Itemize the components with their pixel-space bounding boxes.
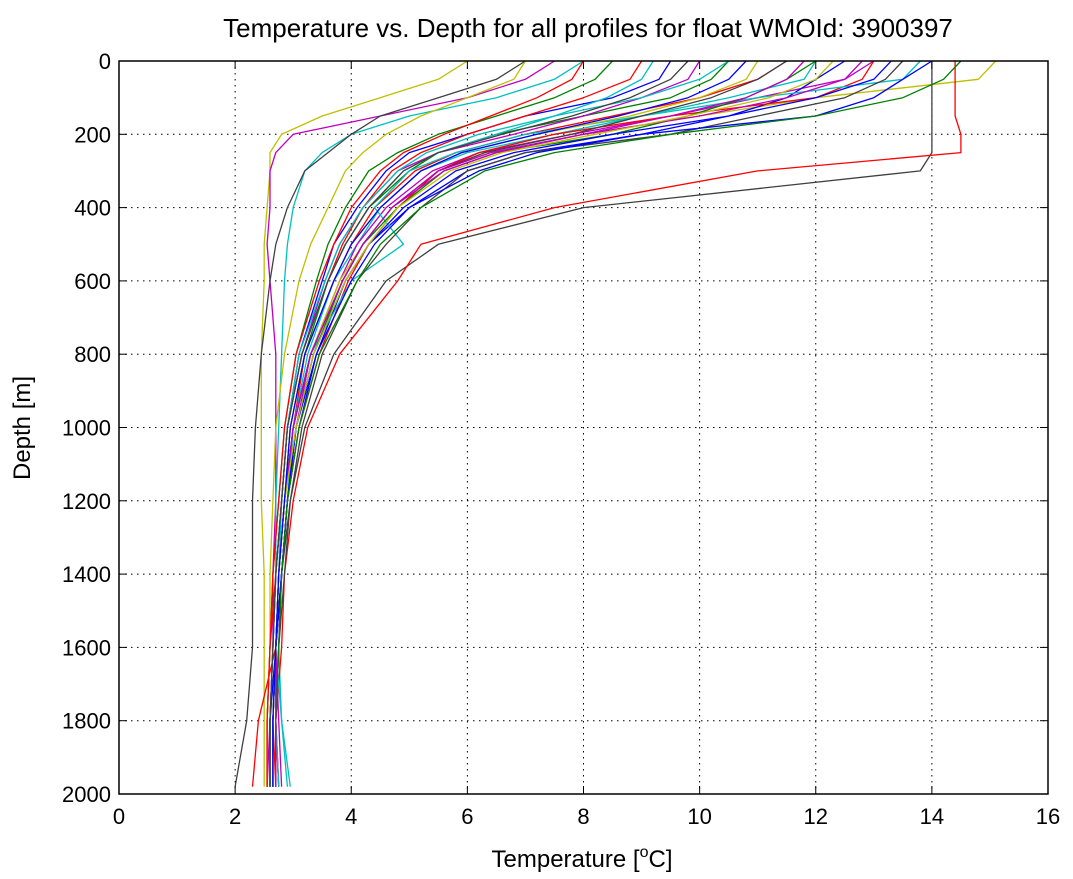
profile-line-9: [260, 60, 468, 787]
profile-line-21: [272, 60, 817, 787]
profile-line-11: [269, 60, 584, 787]
profile-line-34: [272, 60, 747, 787]
profile-line-28: [275, 60, 962, 787]
profile-line-12: [234, 60, 526, 787]
profile-line-16: [275, 60, 921, 787]
y-tick-label: 400: [74, 196, 111, 221]
x-tick-label: 14: [920, 804, 944, 829]
profile-line-3: [272, 60, 788, 787]
profile-line-7: [275, 61, 933, 787]
profile-line-22: [266, 60, 643, 787]
y-tick-label: 1200: [62, 489, 111, 514]
profile-line-5: [275, 60, 875, 787]
grid-lines: [119, 61, 1048, 794]
y-tick-label: 1400: [62, 562, 111, 587]
profile-line-26: [272, 60, 788, 787]
profile-line-6: [269, 60, 997, 787]
profile-line-32: [272, 60, 834, 787]
profile-line-4: [278, 60, 817, 787]
profile-line-18: [275, 60, 759, 787]
profile-line-25: [266, 60, 526, 787]
y-tick-label: 1800: [62, 709, 111, 734]
x-axis-label-pre: Temperature [: [492, 846, 640, 873]
x-tick-label: 16: [1036, 804, 1060, 829]
y-tick-label: 600: [74, 269, 111, 294]
y-axis-label: Depth [m]: [9, 376, 36, 480]
y-tick-label: 1000: [62, 416, 111, 441]
y-tick-label: 1600: [62, 635, 111, 660]
chart-title: Temperature vs. Depth for all profiles f…: [223, 13, 953, 43]
profile-line-29: [266, 60, 585, 787]
profile-line-30: [269, 60, 654, 787]
x-tick-label: 12: [804, 804, 828, 829]
profile-line-27: [272, 60, 892, 787]
axis-ticks: 0 2 4 6 8 10 12 14 16 0 200 400 600 800 1000 1200 1400 16…: [62, 49, 1060, 829]
y-tick-label: 2000: [62, 782, 111, 807]
x-tick-label: 6: [461, 804, 473, 829]
x-tick-label: 8: [577, 804, 589, 829]
profile-line-13: [272, 60, 846, 787]
x-axis-label-sup: o: [640, 844, 649, 861]
x-tick-label: 4: [345, 804, 357, 829]
profile-line-8: [275, 61, 962, 787]
profile-line-10: [266, 60, 555, 787]
profile-line-23: [275, 60, 730, 787]
profile-line-31: [275, 60, 805, 787]
y-tick-label: 800: [74, 342, 111, 367]
profile-lines: [234, 60, 997, 787]
y-tick-label: 0: [99, 49, 111, 74]
profile-line-2: [272, 60, 730, 787]
profile-line-19: [275, 60, 904, 787]
x-tick-label: 2: [229, 804, 241, 829]
x-axis-label: Temperature [oC]: [492, 844, 673, 873]
x-axis-label-post: C]: [648, 846, 672, 873]
y-tick-label: 200: [74, 122, 111, 147]
x-tick-label: 10: [687, 804, 711, 829]
x-tick-label: 0: [113, 804, 125, 829]
profile-line-33: [269, 60, 689, 787]
